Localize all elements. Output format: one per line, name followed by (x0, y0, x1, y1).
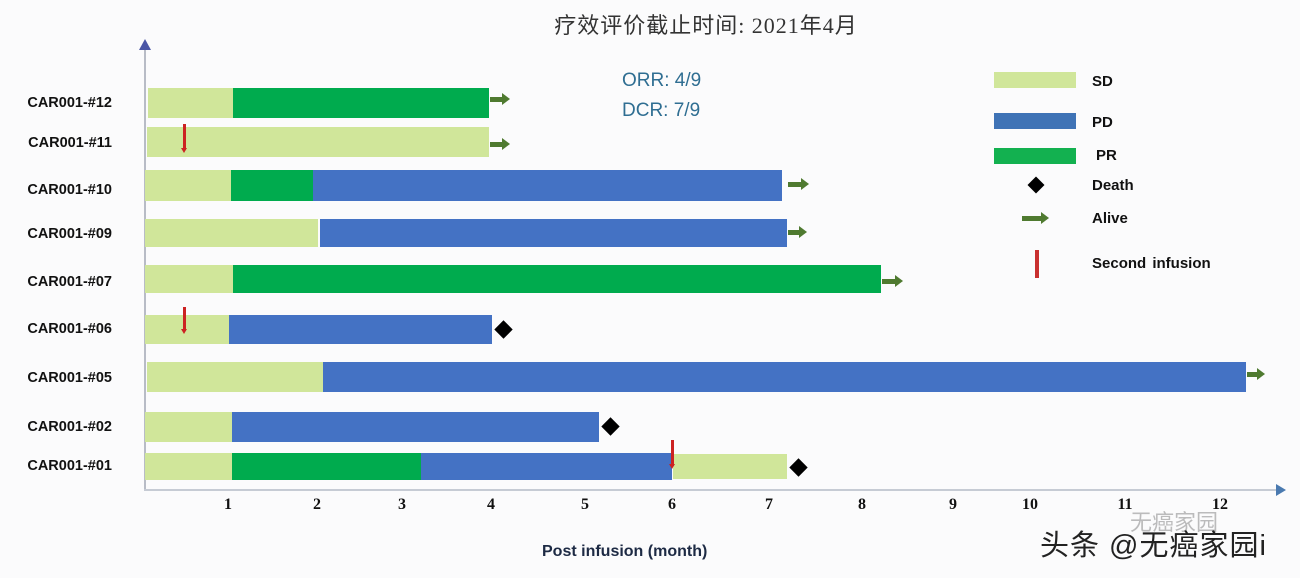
alive-arrow-icon (1022, 212, 1049, 224)
x-tick-4: 4 (487, 496, 495, 513)
row-label-10: CAR001-#10 (27, 182, 112, 198)
row-label-01: CAR001-#01 (27, 458, 112, 474)
legend-label-pr: PR (1096, 147, 1117, 164)
x-tick-8: 8 (858, 496, 866, 513)
legend-swatch-pr (994, 148, 1076, 164)
bar-10-sd (145, 170, 231, 201)
x-tick-7: 7 (765, 496, 773, 513)
bar-05-pd (323, 362, 1246, 392)
x-axis-label: Post infusion (month) (542, 543, 708, 560)
x-tick-5: 5 (581, 496, 589, 513)
legend-swatch-sd (994, 72, 1076, 88)
bar-12-pr (233, 88, 489, 118)
row-label-02: CAR001-#02 (27, 419, 112, 435)
y-axis-arrow-icon (139, 39, 151, 50)
second-infusion-icon (181, 307, 187, 334)
legend-label-pd: PD (1092, 114, 1113, 131)
x-tick-10: 10 (1022, 496, 1038, 513)
bar-02-sd (145, 412, 232, 442)
bar-01-sd (145, 453, 232, 480)
bar-05-sd (147, 362, 323, 392)
bar-07-pr (233, 265, 881, 293)
row-label-11: CAR001-#11 (28, 135, 112, 151)
row-label-09: CAR001-#09 (27, 226, 112, 242)
legend-label-second-infusion: Second infusion (1092, 255, 1211, 272)
legend-label-alive: Alive (1092, 210, 1128, 227)
alive-arrow-icon (882, 275, 903, 287)
bar-11-sd (147, 127, 489, 157)
alive-arrow-icon (490, 138, 510, 150)
orr-stat: ORR: 4/9 (622, 70, 702, 91)
bar-09-pd (320, 219, 787, 247)
legend-label-sd: SD (1092, 73, 1113, 90)
bar-10-pr (231, 170, 313, 201)
death-diamond-icon (1027, 176, 1045, 194)
x-tick-3: 3 (398, 496, 406, 513)
row-label-07: CAR001-#07 (27, 274, 112, 290)
response-stats: ORR: 4/9 DCR: 7/9 (622, 66, 701, 126)
bar-06-pd (229, 315, 492, 344)
bar-07-sd (145, 265, 233, 293)
x-axis-line (144, 489, 1278, 491)
x-axis-arrow-icon (1276, 484, 1286, 496)
x-tick-11: 11 (1117, 496, 1133, 513)
bar-12-sd (148, 88, 233, 118)
x-tick-12: 12 (1212, 496, 1228, 513)
x-tick-2: 2 (313, 496, 321, 513)
x-tick-9: 9 (949, 496, 957, 513)
death-diamond-icon (789, 458, 808, 477)
row-label-05: CAR001-#05 (27, 370, 112, 386)
bar-06-sd (145, 315, 229, 344)
watermark: 头条 @无癌家园i (1040, 530, 1267, 562)
second-infusion-icon (1035, 250, 1039, 278)
bar-10-pd (313, 170, 782, 201)
alive-arrow-icon (788, 226, 807, 238)
chart-title: 疗效评价截止时间: 2021年4月 (554, 13, 858, 38)
dcr-stat: DCR: 7/9 (622, 100, 701, 121)
legend-label-death: Death (1092, 177, 1134, 194)
death-diamond-icon (601, 417, 620, 436)
bar-01-pr (232, 453, 421, 480)
row-label-12: CAR001-#12 (27, 95, 112, 111)
alive-arrow-icon (490, 93, 510, 105)
legend-swatch-pd (994, 113, 1076, 129)
alive-arrow-icon (788, 178, 809, 190)
x-tick-6: 6 (668, 496, 676, 513)
x-tick-1: 1 (224, 496, 232, 513)
bar-01-sd-2 (673, 454, 787, 479)
death-diamond-icon (494, 320, 513, 339)
bar-09-sd (145, 219, 318, 247)
row-label-06: CAR001-#06 (27, 321, 112, 337)
second-infusion-icon (669, 440, 675, 469)
bar-01-pd (421, 453, 672, 480)
watermark-faint: 无癌家园 (1130, 510, 1219, 535)
bar-02-pd (232, 412, 599, 442)
alive-arrow-icon (1247, 368, 1265, 380)
second-infusion-icon (181, 124, 187, 153)
